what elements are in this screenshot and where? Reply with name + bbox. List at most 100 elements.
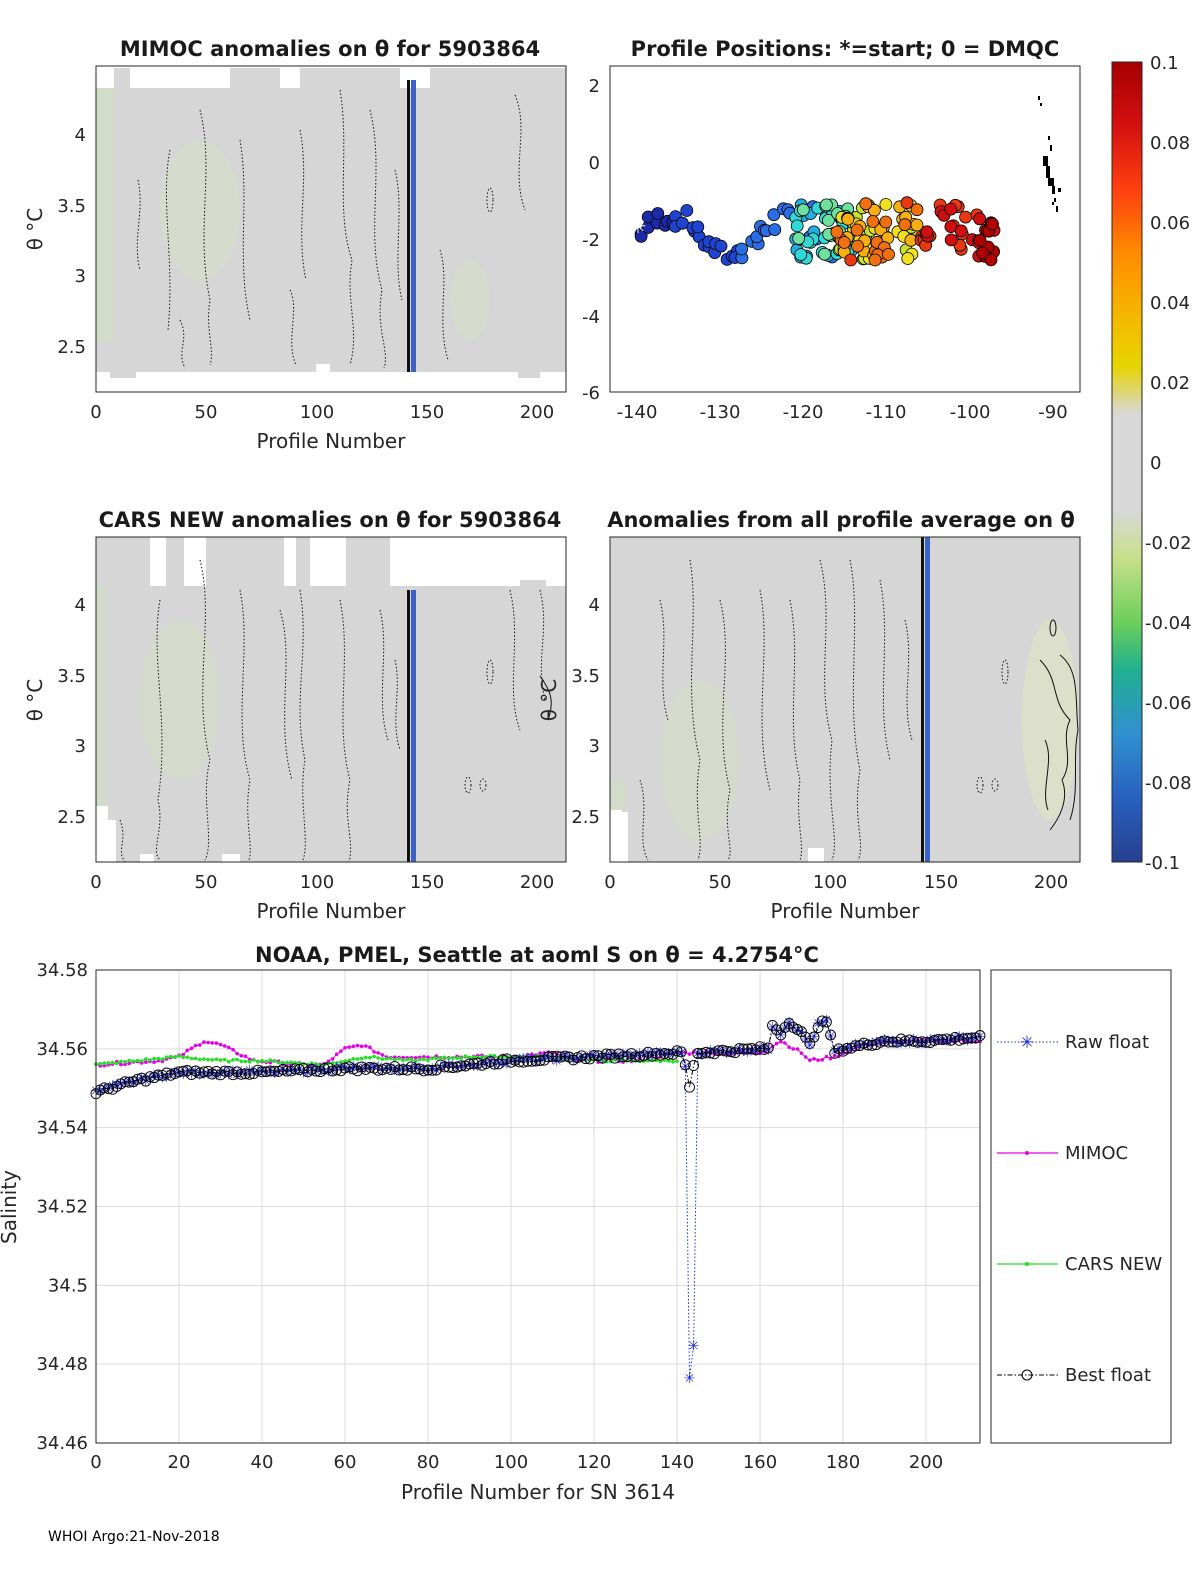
- best-float-point: [455, 1060, 467, 1072]
- best-float-point: [808, 1031, 820, 1043]
- mimoc-point: [774, 1041, 779, 1046]
- colorbar: 0.1 0.08 0.06 0.04 0.02 0 -0.02 -0.04 -0…: [1111, 53, 1192, 874]
- raw-float-point: ✳: [480, 1057, 492, 1073]
- raw-float-point: ✳: [920, 1035, 932, 1051]
- raw-float-point: ✳: [866, 1035, 878, 1051]
- best-float-point: [862, 1039, 874, 1051]
- mimoc-point: [413, 1056, 418, 1060]
- raw-float-point: ✳: [198, 1067, 210, 1083]
- cars-new-point: [110, 1060, 115, 1065]
- positions-xtick: -140: [617, 402, 658, 423]
- raw-float-point: ✳: [775, 1028, 787, 1044]
- best-float-point: [103, 1083, 114, 1095]
- positions-panel: Profile Positions: *=start; 0 = DMQC ✳ 2…: [582, 37, 1081, 423]
- best-float-point: [547, 1051, 558, 1062]
- raw-float-point: ✳: [509, 1055, 521, 1071]
- best-float-point: [903, 1034, 915, 1046]
- raw-float-point: ✳: [352, 1060, 364, 1076]
- allavg-ytick: 3.5: [571, 666, 600, 687]
- allavg-ytick: 3: [589, 736, 600, 757]
- legend-mimoc-marker: [1025, 1151, 1029, 1155]
- best-float-point: [144, 1071, 156, 1083]
- best-float-point: [281, 1065, 293, 1077]
- best-float-point: [933, 1033, 944, 1045]
- cars-new-point: [397, 1056, 401, 1061]
- best-float-point: [339, 1062, 351, 1074]
- best-float-point: [530, 1055, 542, 1067]
- raw-float-point: ✳: [128, 1076, 140, 1092]
- best-float-point: [542, 1051, 554, 1063]
- mimoc-point: [127, 1061, 131, 1066]
- mimoc-point: [542, 1051, 546, 1055]
- cars-new-point: [384, 1056, 389, 1061]
- profile-position-point: [651, 207, 665, 220]
- raw-float-point: ✳: [123, 1075, 135, 1091]
- cars-panel-title: CARS NEW anomalies on θ for 5903864: [99, 508, 562, 532]
- raw-float-point: ✳: [933, 1033, 945, 1049]
- raw-float-point: ✳: [779, 1022, 791, 1038]
- cars-new-point: [272, 1059, 277, 1063]
- positions-xtick: -120: [783, 402, 824, 423]
- raw-float-point: ✳: [887, 1034, 899, 1050]
- cars-new-point: [301, 1062, 306, 1066]
- mimoc-point: [339, 1049, 343, 1053]
- raw-float-point: ✳: [659, 1047, 671, 1063]
- raw-float-point: ✳: [314, 1062, 326, 1078]
- mimoc-point: [791, 1047, 795, 1051]
- best-float-point: [223, 1065, 235, 1077]
- profile-position-point: [944, 202, 958, 216]
- cars-new-point: [264, 1059, 269, 1064]
- raw-float-point: ✳: [447, 1058, 459, 1074]
- cars-new-point: [393, 1058, 397, 1062]
- allavg-ylabel: θ °C: [537, 679, 561, 722]
- cars-axes-frame: [95, 536, 567, 863]
- cars-new-point: [135, 1058, 140, 1063]
- mimoc-point: [144, 1060, 148, 1064]
- profile-position-point: [879, 215, 893, 229]
- legend-mimoc: MIMOC: [997, 1143, 1128, 1164]
- best-float-point: [957, 1033, 969, 1045]
- mimoc-point: [198, 1043, 202, 1047]
- best-float-point: [235, 1068, 247, 1080]
- cars-new-point: [409, 1057, 414, 1062]
- raw-float-point: ✳: [559, 1049, 571, 1065]
- mimoc-point: [787, 1045, 791, 1049]
- best-float-point: [198, 1066, 210, 1078]
- best-float-point: [181, 1065, 193, 1076]
- mimoc-xtick: 150: [410, 402, 444, 423]
- cars-new-point: [376, 1056, 381, 1060]
- best-float-point: [468, 1058, 480, 1070]
- best-float-point: [667, 1048, 679, 1060]
- best-float-point: [713, 1045, 724, 1057]
- salinity-axes-frame: [95, 969, 981, 1444]
- best-float-point: [194, 1067, 206, 1079]
- best-float-point: [928, 1034, 940, 1046]
- cars-new-point: [222, 1057, 227, 1062]
- mimoc-point: [330, 1057, 335, 1061]
- mimoc-point: [334, 1052, 339, 1056]
- mimoc-point: [758, 1051, 762, 1056]
- best-float-point: [812, 1022, 824, 1033]
- raw-float-point: ✳: [157, 1071, 169, 1087]
- cars-new-point: [177, 1054, 181, 1058]
- mimoc-ylabel: θ °C: [23, 208, 47, 251]
- salinity-ytick: 34.54: [36, 1118, 88, 1139]
- profile-position-point: [714, 239, 728, 253]
- best-float-point: [762, 1042, 774, 1054]
- mimoc-point: [820, 1058, 825, 1062]
- mimoc-point: [393, 1055, 397, 1059]
- mimoc-ytick: 4: [75, 125, 86, 146]
- cars-new-point: [131, 1059, 136, 1063]
- raw-float-point: ✳: [792, 1024, 804, 1040]
- raw-float-point: ✳: [787, 1020, 799, 1036]
- best-float-point: [327, 1065, 339, 1077]
- mimoc-xtick: 100: [300, 402, 334, 423]
- raw-float-point: ✳: [406, 1061, 418, 1077]
- cars-solid-contour: [539, 675, 552, 721]
- cars-new-point: [405, 1057, 410, 1062]
- raw-float-point: ✳: [430, 1063, 442, 1079]
- cars-new-point: [388, 1056, 393, 1061]
- cars-new-point: [276, 1060, 281, 1065]
- best-float-point: [239, 1068, 251, 1080]
- salinity-ytick: 34.56: [36, 1039, 88, 1060]
